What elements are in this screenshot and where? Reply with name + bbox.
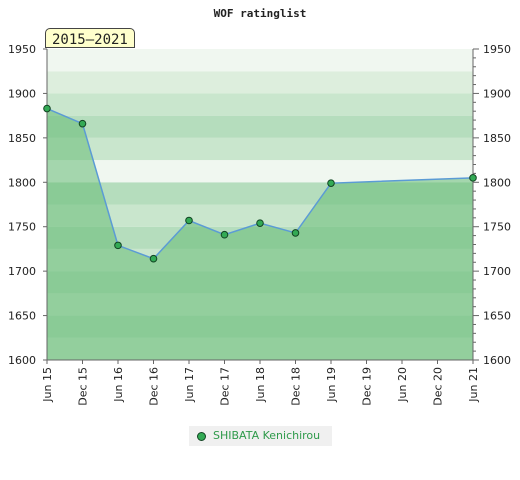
data-point xyxy=(78,119,87,128)
x-tick-label: Dec 18 xyxy=(290,367,303,406)
y-tick-label-left: 1600 xyxy=(8,354,36,367)
y-tick-label-right: 1950 xyxy=(483,43,511,56)
series-polyline xyxy=(46,107,474,260)
data-points xyxy=(43,104,477,263)
data-point xyxy=(149,254,158,263)
y-tick-label-left: 1700 xyxy=(8,265,36,278)
series-line xyxy=(46,107,474,260)
data-point xyxy=(291,229,300,237)
background-band xyxy=(47,137,473,161)
legend-label: SHIBATA Kenichirou xyxy=(213,429,321,442)
y-tick-label-left: 1950 xyxy=(8,43,36,56)
x-tick-label: Dec 15 xyxy=(77,367,90,406)
x-tick-label: Dec 17 xyxy=(219,367,232,406)
x-tick-label: Jun 20 xyxy=(396,367,409,403)
background-band xyxy=(47,160,473,183)
data-point xyxy=(327,179,335,187)
data-point xyxy=(469,174,477,182)
data-point xyxy=(256,219,264,227)
data-point xyxy=(185,216,193,225)
data-point xyxy=(43,104,51,113)
x-tick-label: Dec 16 xyxy=(148,367,161,406)
area-shape xyxy=(47,108,473,360)
y-tick-label-left: 1900 xyxy=(8,87,36,100)
y-tick-label-right: 1650 xyxy=(483,310,511,323)
y-tick-label-left: 1800 xyxy=(8,176,36,189)
x-tick-label: Jun 18 xyxy=(254,367,267,403)
x-tick-label: Jun 16 xyxy=(112,367,125,403)
data-point xyxy=(114,241,122,250)
y-tick-label-left: 1750 xyxy=(8,221,36,234)
data-point xyxy=(220,230,229,239)
y-tick-label-left: 1650 xyxy=(8,310,36,323)
x-tick-label: Jun 21 xyxy=(467,367,480,403)
area-fill xyxy=(47,108,473,360)
axes: 1600 1600 1650 1650 1700 1700 1750 1750 1800 1800… xyxy=(8,43,511,406)
y-tick-label-right: 1700 xyxy=(483,265,511,278)
y-tick-label-right: 1600 xyxy=(483,354,511,367)
y-tick-label-right: 1750 xyxy=(483,221,511,234)
background-band xyxy=(47,71,473,94)
date-range-badge: 2015–2021 xyxy=(45,28,135,48)
legend-marker xyxy=(197,432,206,441)
y-tick-label-right: 1900 xyxy=(483,87,511,100)
chart-title: WOF ratinglist xyxy=(214,7,307,20)
background-band xyxy=(47,93,473,116)
x-tick-label: Jun 17 xyxy=(183,367,196,403)
background-band xyxy=(47,49,473,72)
x-tick-label: Dec 20 xyxy=(432,367,445,406)
background-band xyxy=(47,115,473,138)
x-tick-label: Jun 19 xyxy=(325,367,338,403)
x-tick-label: Jun 15 xyxy=(41,367,54,403)
legend[interactable]: SHIBATA Kenichirou xyxy=(189,426,332,446)
y-tick-label-right: 1850 xyxy=(483,132,511,145)
y-tick-label-right: 1800 xyxy=(483,176,511,189)
x-tick-label: Dec 19 xyxy=(361,367,374,406)
y-tick-label-left: 1850 xyxy=(8,132,36,145)
